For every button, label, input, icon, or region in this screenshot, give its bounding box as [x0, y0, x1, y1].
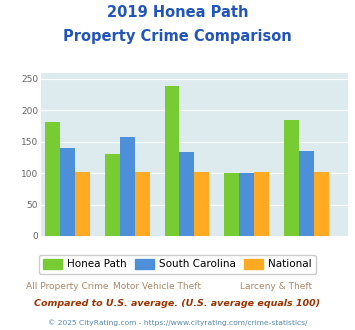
Text: Compared to U.S. average. (U.S. average equals 100): Compared to U.S. average. (U.S. average … [34, 299, 321, 308]
Bar [313, 173, 328, 236]
Text: Property Crime Comparison: Property Crime Comparison [63, 29, 292, 44]
Bar [224, 173, 239, 236]
Bar [120, 137, 135, 236]
Bar [180, 152, 195, 236]
Bar [75, 173, 90, 236]
Bar [135, 173, 150, 236]
Text: All Property Crime: All Property Crime [26, 282, 109, 291]
Bar [45, 122, 60, 236]
Bar [254, 173, 269, 236]
Text: Arson: Arson [262, 257, 290, 267]
Legend: Honea Path, South Carolina, National: Honea Path, South Carolina, National [39, 255, 316, 274]
Bar [60, 148, 75, 236]
Text: 2019 Honea Path: 2019 Honea Path [107, 5, 248, 20]
Text: Motor Vehicle Theft: Motor Vehicle Theft [113, 282, 201, 291]
Bar [284, 120, 299, 236]
Bar [105, 154, 120, 236]
Bar [239, 173, 254, 236]
Text: Larceny & Theft: Larceny & Theft [240, 282, 312, 291]
Text: Burglary: Burglary [136, 257, 178, 267]
Bar [299, 150, 313, 236]
Text: © 2025 CityRating.com - https://www.cityrating.com/crime-statistics/: © 2025 CityRating.com - https://www.city… [48, 319, 307, 326]
Bar [195, 173, 209, 236]
Bar [165, 86, 180, 236]
